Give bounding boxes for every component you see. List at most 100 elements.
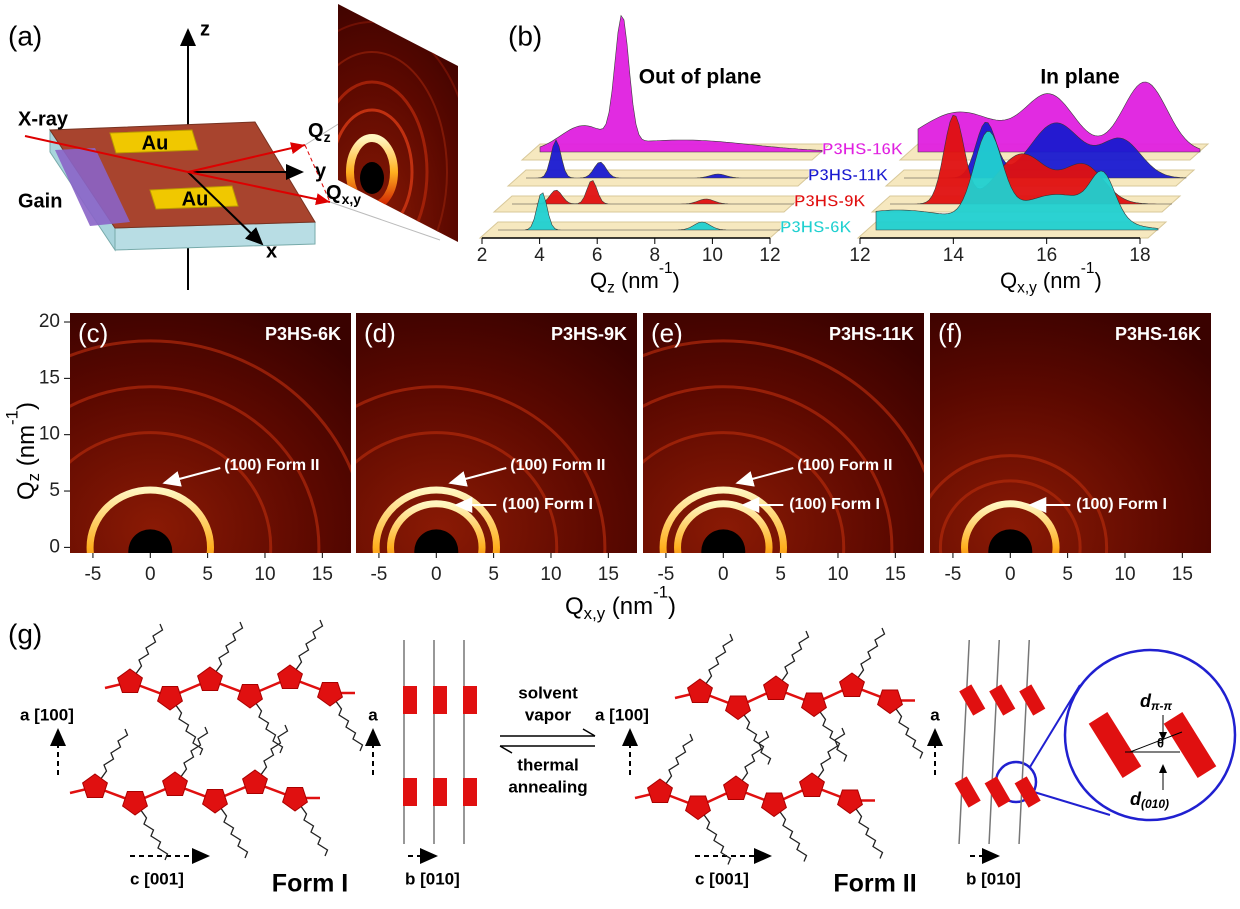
electrode-label: Au xyxy=(182,188,209,210)
beamstop xyxy=(988,529,1033,553)
legend-entry: P3HS-11K xyxy=(808,165,889,184)
side-chain xyxy=(737,706,772,765)
diffraction-ring xyxy=(659,486,787,553)
intensity-profile xyxy=(512,180,794,205)
side-chain xyxy=(289,619,324,679)
side-chain xyxy=(697,806,732,865)
panel-b: (b) Out of plane In plane P3HS-16K P3HS-1… xyxy=(477,14,1210,297)
axis-title-part: x,y xyxy=(584,605,606,624)
axis-title-part: (nm xyxy=(1037,268,1081,293)
side-chain xyxy=(254,724,289,784)
diffraction-ring xyxy=(70,385,321,553)
x-tick-label: -5 xyxy=(657,564,674,585)
process-label: solvent xyxy=(518,683,578,702)
axis-title-part: -1 xyxy=(1081,260,1095,277)
panel-label: (c) xyxy=(78,318,108,348)
axis-title-part: z xyxy=(607,280,615,297)
panel-g: (g) a [100] c [001] Form I a b [010] sol… xyxy=(8,618,1237,898)
legend-entry: P3HS-6K xyxy=(780,217,853,236)
process-label: vapor xyxy=(525,705,572,724)
x-tick-label: -5 xyxy=(370,564,387,585)
diffraction-ring xyxy=(961,500,1060,553)
diffraction-ring xyxy=(643,431,846,553)
substrate-label: Gain xyxy=(18,190,62,212)
annotation-arrow xyxy=(735,467,794,487)
axis-title-part: ) xyxy=(13,402,40,410)
axis-label: c [001] xyxy=(130,869,184,888)
detector-panel: (e) P3HS-11K (100) Form II (100) Form I xyxy=(643,313,924,553)
q: Q xyxy=(326,182,342,204)
y-tick-label: 10 xyxy=(39,424,60,445)
diffraction-ring xyxy=(372,486,500,553)
ring-edge xyxy=(1019,684,1046,716)
thiophene xyxy=(877,689,903,715)
waterfall-layer: P3HS-11K xyxy=(506,139,889,187)
axis-label: c [001] xyxy=(695,869,749,888)
detector-panel: (c) P3HS-6K (100) Form II xyxy=(70,313,351,553)
backbone xyxy=(69,781,320,804)
axis-title-part: ) xyxy=(1094,268,1101,293)
angle-label: θ xyxy=(1157,735,1164,750)
diffraction-ring xyxy=(643,385,894,553)
side-chain xyxy=(329,692,364,752)
diffraction-ring xyxy=(674,500,773,553)
side-chain xyxy=(129,623,164,683)
axis-title-part: -1 xyxy=(3,410,22,425)
thiophene xyxy=(197,666,223,691)
process-label: annealing xyxy=(508,777,587,796)
background xyxy=(930,313,1211,553)
panel-label: (b) xyxy=(508,20,542,51)
waterfall-layer: P3HS-16K xyxy=(520,14,904,161)
x-tick-label: 2 xyxy=(477,245,488,266)
thiophene xyxy=(242,769,268,794)
thiophene xyxy=(282,787,308,812)
y-tick-label: 20 xyxy=(39,311,60,332)
electrode-label: Au xyxy=(142,132,169,154)
diffraction-ring xyxy=(930,454,1109,553)
axis-title-part: z xyxy=(25,473,44,481)
sample-label: P3HS-16K xyxy=(1115,324,1201,344)
axis-title: Qx,y (nm-1) xyxy=(565,583,676,624)
axis-label: a xyxy=(368,705,378,724)
x-tick-label: 16 xyxy=(1036,245,1057,266)
side-chain xyxy=(699,633,734,693)
ring-edge xyxy=(1014,776,1041,808)
q-xy-label: Qx,y xyxy=(326,182,361,206)
x-tick-label: 10 xyxy=(1114,564,1135,585)
q-z-label: Qz xyxy=(308,120,331,144)
beamstop xyxy=(701,529,746,553)
x-tick-label: 15 xyxy=(885,564,906,585)
x-tick-label: 10 xyxy=(702,245,723,266)
diffraction-ring xyxy=(70,339,351,474)
x-tick-label: 12 xyxy=(759,245,780,266)
axis-label: x xyxy=(266,240,277,262)
legend-entry: P3HS-16K xyxy=(822,139,904,158)
side-chain xyxy=(659,733,694,793)
sample-label: P3HS-11K xyxy=(829,324,914,344)
spacing-label: d(010) xyxy=(1130,789,1169,811)
side-chain xyxy=(773,803,808,862)
axis-title-part: x,y xyxy=(1017,280,1037,297)
side-chain xyxy=(851,627,886,687)
side-chain xyxy=(294,797,329,857)
background xyxy=(356,313,637,553)
axis-label: a [100] xyxy=(20,705,74,724)
thiophene xyxy=(82,773,108,798)
side-chain xyxy=(134,801,169,861)
axis-title: Qx,y (nm-1) xyxy=(1000,260,1102,297)
axis-label: a [100] xyxy=(595,705,649,724)
x-tick-label: 10 xyxy=(827,564,848,585)
axis-title-part: Q xyxy=(565,593,584,620)
ring-edge xyxy=(984,776,1011,808)
sub: z xyxy=(324,129,331,145)
axis-label: a xyxy=(930,705,940,724)
waterfall-layer: P3HS-6K xyxy=(478,192,853,239)
thiophene xyxy=(317,682,343,707)
detector-panel: (d) P3HS-9K (100) Form II (100) Form I xyxy=(356,313,637,553)
axis-label: b [010] xyxy=(405,869,460,888)
x-tick-label: 15 xyxy=(598,564,619,585)
ring-edge xyxy=(403,686,417,714)
beam-label: X-ray xyxy=(18,108,69,130)
